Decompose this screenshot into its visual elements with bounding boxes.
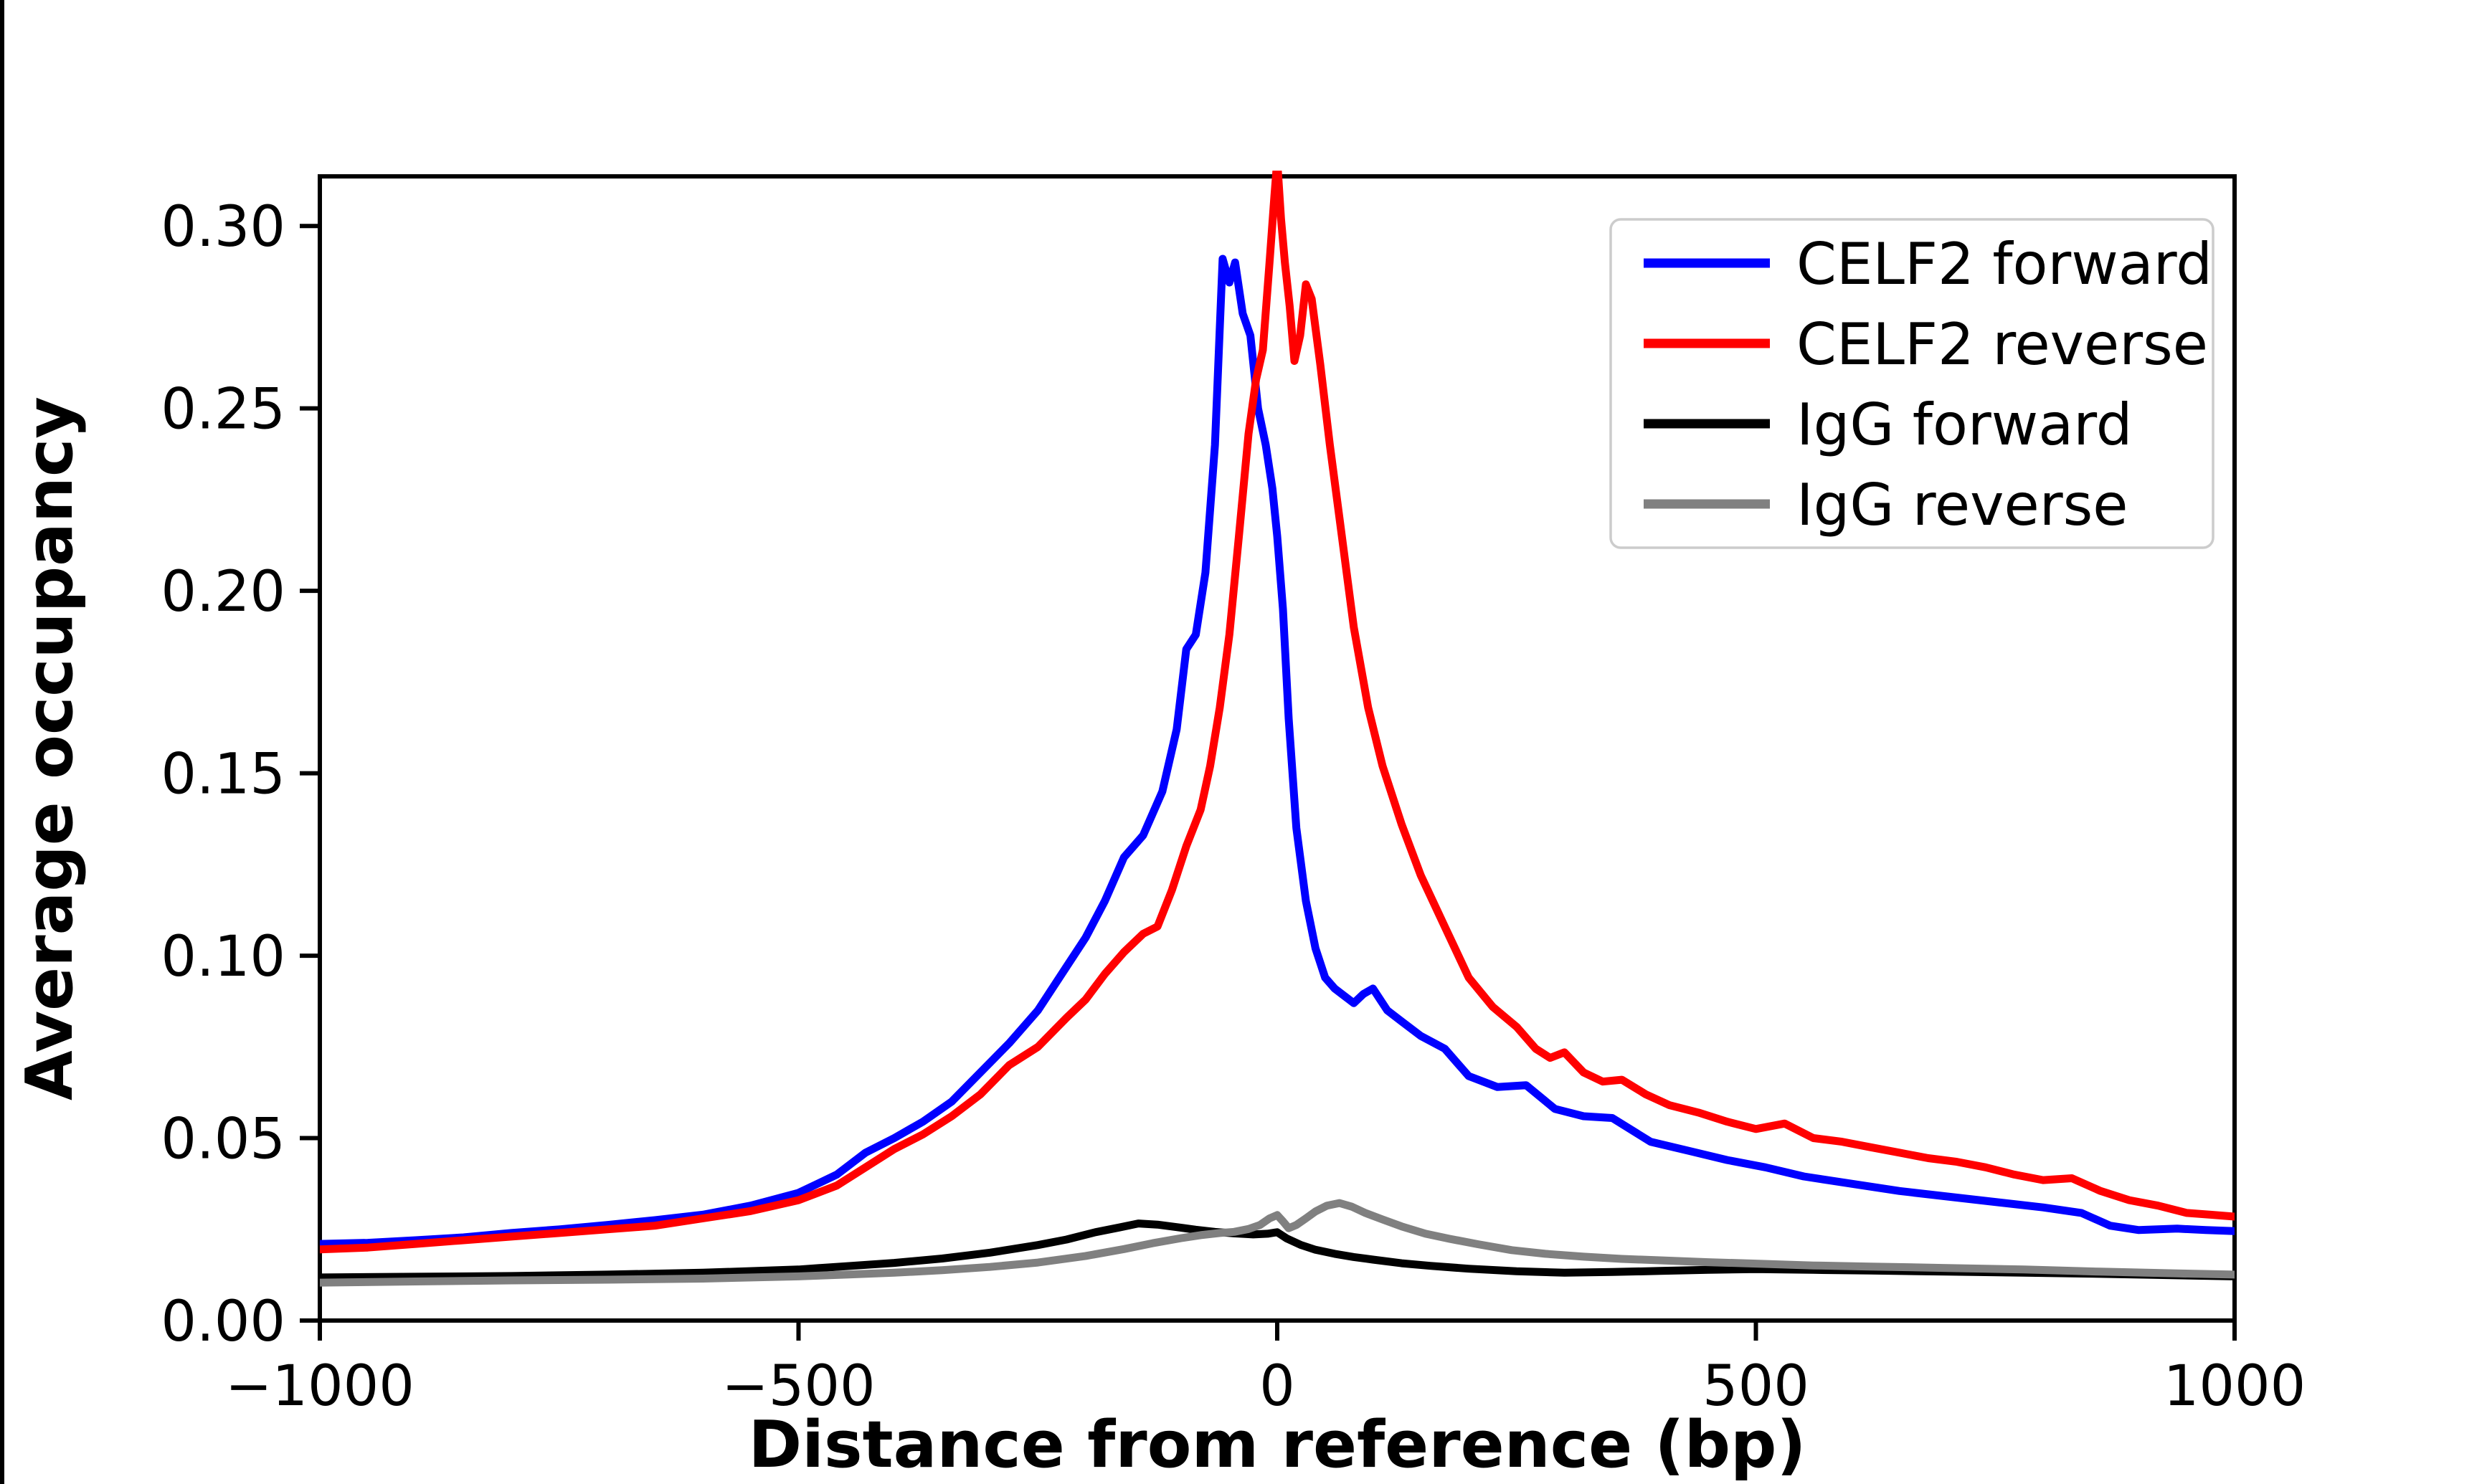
y-tick-label: 0.00 (161, 1290, 285, 1354)
legend-entries: CELF2 forward CELF2 reverse IgG forward IgG… (1644, 231, 2212, 538)
series-line-celf2-reverse (320, 171, 2235, 1254)
x-tick-label: 500 (1702, 1354, 1809, 1419)
y-axis-label: Average occupancy (12, 396, 87, 1100)
y-tick-label: 0.20 (161, 560, 285, 624)
y-axis-ticks: 0.00 0.05 0.10 0.15 0.20 0.25 0.30 (161, 195, 320, 1354)
legend-label-celf2-reverse: CELF2 reverse (1796, 311, 2208, 378)
x-tick-label: −500 (721, 1354, 875, 1419)
legend-box (1609, 218, 2214, 549)
legend-label-celf2-forward: CELF2 forward (1796, 231, 2212, 298)
y-tick-label: 0.30 (161, 195, 285, 260)
legend: CELF2 forward CELF2 reverse IgG forward IgG… (1609, 218, 2214, 549)
x-tick-label: −1000 (225, 1354, 415, 1419)
series-line-igg-forward (320, 1219, 2235, 1282)
y-tick-label: 0.10 (161, 925, 285, 989)
y-tick-label: 0.05 (161, 1108, 285, 1172)
series-lines (320, 171, 2235, 1287)
x-axis-label: Distance from reference (bp) (748, 1407, 1806, 1483)
x-tick-label: 1000 (2164, 1354, 2306, 1419)
series-line-igg-reverse (320, 1199, 2235, 1287)
legend-label-igg-reverse: IgG reverse (1796, 472, 2128, 538)
y-tick-label: 0.25 (161, 378, 285, 442)
y-tick-label: 0.15 (161, 743, 285, 807)
legend-label-igg-forward: IgG forward (1796, 391, 2133, 458)
left-edge-bar (0, 0, 4, 1484)
x-tick-label: 0 (1259, 1354, 1295, 1419)
x-axis-ticks: −1000 −500 0 500 1000 (225, 1321, 2306, 1419)
series-line-celf2-forward (320, 255, 2235, 1248)
